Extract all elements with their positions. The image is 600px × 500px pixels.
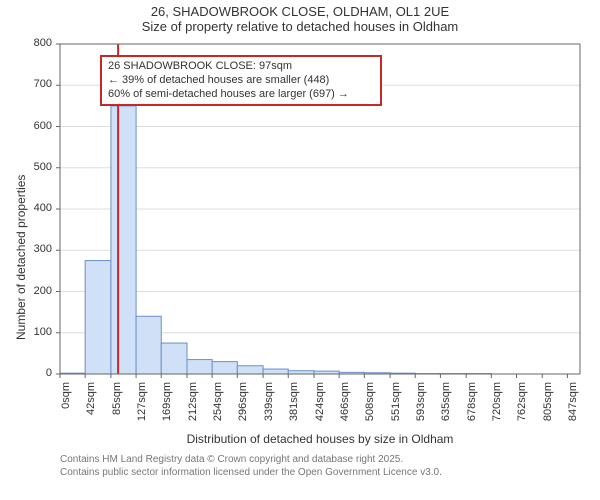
y-tick-label: 700 bbox=[34, 78, 52, 90]
x-tick-label: 805sqm bbox=[542, 382, 554, 421]
x-tick-label: 424sqm bbox=[314, 382, 326, 421]
chart-title: 26, SHADOWBROOK CLOSE, OLDHAM, OL1 2UE S… bbox=[0, 4, 600, 34]
x-tick-label: 127sqm bbox=[136, 382, 148, 421]
x-tick-label: 847sqm bbox=[567, 382, 579, 421]
y-tick-label: 500 bbox=[34, 161, 52, 173]
x-tick-label: 635sqm bbox=[440, 382, 452, 421]
x-tick-label: 593sqm bbox=[415, 382, 427, 421]
x-tick-label: 678sqm bbox=[466, 382, 478, 421]
x-tick-label: 212sqm bbox=[187, 382, 199, 421]
y-tick-label: 300 bbox=[34, 243, 52, 255]
annotation-box: 26 SHADOWBROOK CLOSE: 97sqm ← 39% of det… bbox=[100, 55, 382, 106]
x-tick-label: 254sqm bbox=[212, 382, 224, 421]
x-tick-label: 42sqm bbox=[85, 382, 97, 415]
x-tick-label: 508sqm bbox=[364, 382, 376, 421]
x-tick-label: 720sqm bbox=[491, 382, 503, 421]
annotation-line-3: 60% of semi-detached houses are larger (… bbox=[108, 88, 374, 102]
y-axis-label: Number of detached properties bbox=[14, 175, 28, 340]
footer-line-2: Contains public sector information licen… bbox=[60, 467, 442, 480]
footer-line-1: Contains HM Land Registry data © Crown c… bbox=[60, 454, 442, 467]
x-axis-label: Distribution of detached houses by size … bbox=[60, 432, 580, 446]
annotation-line-1: 26 SHADOWBROOK CLOSE: 97sqm bbox=[108, 60, 374, 74]
title-line-1: 26, SHADOWBROOK CLOSE, OLDHAM, OL1 2UE bbox=[0, 4, 600, 19]
x-tick-label: 466sqm bbox=[339, 382, 351, 421]
x-tick-label: 762sqm bbox=[516, 382, 528, 421]
chart-frame: 26, SHADOWBROOK CLOSE, OLDHAM, OL1 2UE S… bbox=[0, 0, 600, 500]
y-tick-label: 0 bbox=[46, 367, 52, 379]
y-tick-label: 100 bbox=[34, 326, 52, 338]
x-tick-label: 296sqm bbox=[237, 382, 249, 421]
y-tick-label: 600 bbox=[34, 120, 52, 132]
y-tick-label: 400 bbox=[34, 202, 52, 214]
footer-attribution: Contains HM Land Registry data © Crown c… bbox=[60, 454, 442, 479]
x-tick-label: 169sqm bbox=[161, 382, 173, 421]
y-tick-label: 800 bbox=[34, 37, 52, 49]
x-tick-label: 339sqm bbox=[263, 382, 275, 421]
x-tick-label: 381sqm bbox=[288, 382, 300, 421]
x-tick-label: 85sqm bbox=[111, 382, 123, 415]
y-tick-label: 200 bbox=[34, 285, 52, 297]
x-tick-label: 551sqm bbox=[390, 382, 402, 421]
x-tick-label: 0sqm bbox=[60, 382, 72, 409]
annotation-line-2: ← 39% of detached houses are smaller (44… bbox=[108, 74, 374, 88]
title-line-2: Size of property relative to detached ho… bbox=[0, 19, 600, 34]
